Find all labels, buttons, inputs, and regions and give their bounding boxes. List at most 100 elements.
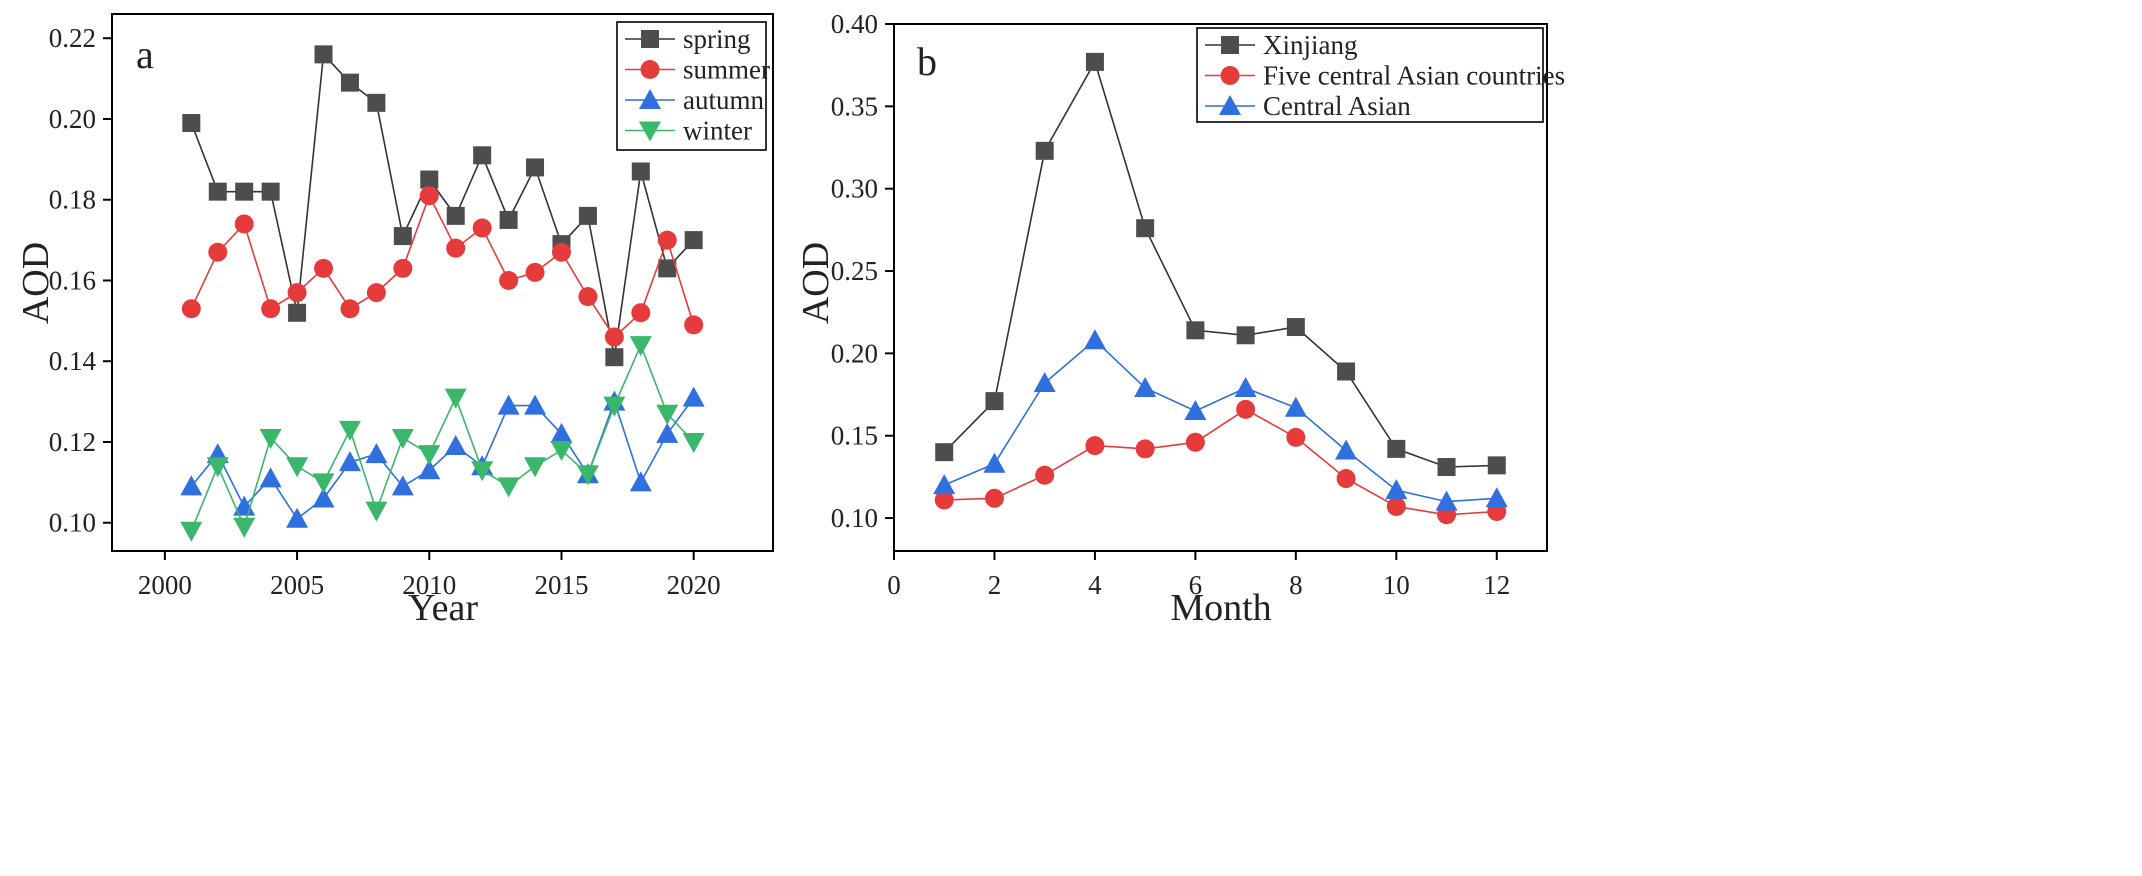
legend-marker <box>1219 95 1241 115</box>
data-point <box>1184 400 1207 421</box>
data-point <box>603 396 626 417</box>
y-tick-label: 0.25 <box>831 256 878 286</box>
data-point <box>446 206 465 225</box>
data-point <box>1335 439 1358 460</box>
data-point <box>604 327 624 347</box>
data-point <box>444 435 467 456</box>
series-line <box>943 339 1497 503</box>
data-point <box>286 507 309 528</box>
data-point <box>473 146 492 165</box>
legend-marker <box>639 89 661 109</box>
data-point <box>312 473 335 494</box>
y-tick-label: 0.40 <box>831 9 878 39</box>
data-point <box>983 452 1006 473</box>
data-point <box>338 451 361 472</box>
y-tick-label: 0.12 <box>49 427 96 457</box>
data-point <box>1336 469 1356 489</box>
data-point <box>180 521 203 542</box>
panel-a: 2000 2005 2010 2015 2020 0.10 0.12 0.14 0.16 0.18… <box>15 13 774 629</box>
data-point <box>444 388 467 409</box>
data-point <box>499 270 519 290</box>
x-tick-label: 2010 <box>402 570 456 600</box>
data-point <box>524 394 547 415</box>
data-point <box>578 287 598 307</box>
data-point <box>497 394 520 415</box>
data-point <box>1485 487 1508 508</box>
legend-marker <box>1220 66 1240 85</box>
data-point <box>497 477 520 498</box>
x-tick-label: 12 <box>1483 570 1510 600</box>
legend-marker <box>640 60 660 79</box>
data-point <box>550 422 573 443</box>
panel-label: b <box>917 39 937 84</box>
data-point <box>658 259 677 278</box>
data-point <box>631 162 650 181</box>
data-point <box>1236 326 1255 345</box>
data-point <box>656 422 679 443</box>
data-point <box>312 487 335 508</box>
x-axis-title: Month <box>1170 587 1271 629</box>
data-point <box>235 182 254 201</box>
plot-frame <box>111 13 774 552</box>
series-2 <box>933 329 1508 511</box>
data-point <box>314 258 334 278</box>
data-point <box>261 182 280 201</box>
data-point <box>605 348 624 367</box>
series-1 <box>181 186 704 347</box>
data-point <box>471 461 494 482</box>
data-point <box>393 227 412 246</box>
data-point <box>1035 141 1054 160</box>
data-point <box>1186 321 1205 340</box>
data-point <box>684 231 703 250</box>
y-tick-label: 0.35 <box>831 91 878 121</box>
data-point <box>338 420 361 441</box>
series-0 <box>935 52 1506 477</box>
legend-label: summer <box>683 55 770 85</box>
data-point <box>419 186 439 206</box>
data-point <box>365 501 388 522</box>
data-point <box>684 315 704 335</box>
x-tick-label: 10 <box>1383 570 1410 600</box>
data-point <box>208 242 228 262</box>
data-point <box>1035 465 1055 485</box>
data-point <box>631 303 651 323</box>
x-tick-label: 6 <box>1189 570 1203 600</box>
data-point <box>1135 439 1155 459</box>
data-point <box>1387 439 1406 458</box>
data-point <box>1487 456 1506 475</box>
data-point <box>1337 362 1356 381</box>
data-point <box>1085 52 1104 71</box>
data-point <box>367 93 386 112</box>
data-point <box>985 392 1004 411</box>
data-point <box>934 490 954 510</box>
legend-label: Five central Asian countries <box>1263 61 1565 91</box>
data-point <box>233 517 256 538</box>
data-point <box>366 283 386 303</box>
data-point <box>314 45 333 64</box>
data-point <box>234 214 254 234</box>
y-tick-label: 0.18 <box>49 185 96 215</box>
series-3 <box>180 336 705 542</box>
data-point <box>1286 318 1305 337</box>
data-point <box>446 238 466 258</box>
data-point <box>418 445 441 466</box>
data-point <box>340 73 359 92</box>
plot-frame <box>893 23 1548 552</box>
data-point <box>1136 219 1155 238</box>
data-point <box>526 158 545 177</box>
series-1 <box>934 399 1507 525</box>
x-axis-title: Year <box>408 587 478 629</box>
x-tick-label: 4 <box>1088 570 1102 600</box>
data-point <box>1234 376 1257 397</box>
data-point <box>1236 399 1256 419</box>
legend-marker <box>1221 36 1239 54</box>
data-point <box>984 488 1004 508</box>
x-tick-label: 2 <box>988 570 1002 600</box>
data-point <box>933 474 956 495</box>
series-line <box>944 408 1497 516</box>
y-tick-label: 0.10 <box>49 508 96 538</box>
legend-label: spring <box>683 24 751 54</box>
data-point <box>578 206 597 225</box>
